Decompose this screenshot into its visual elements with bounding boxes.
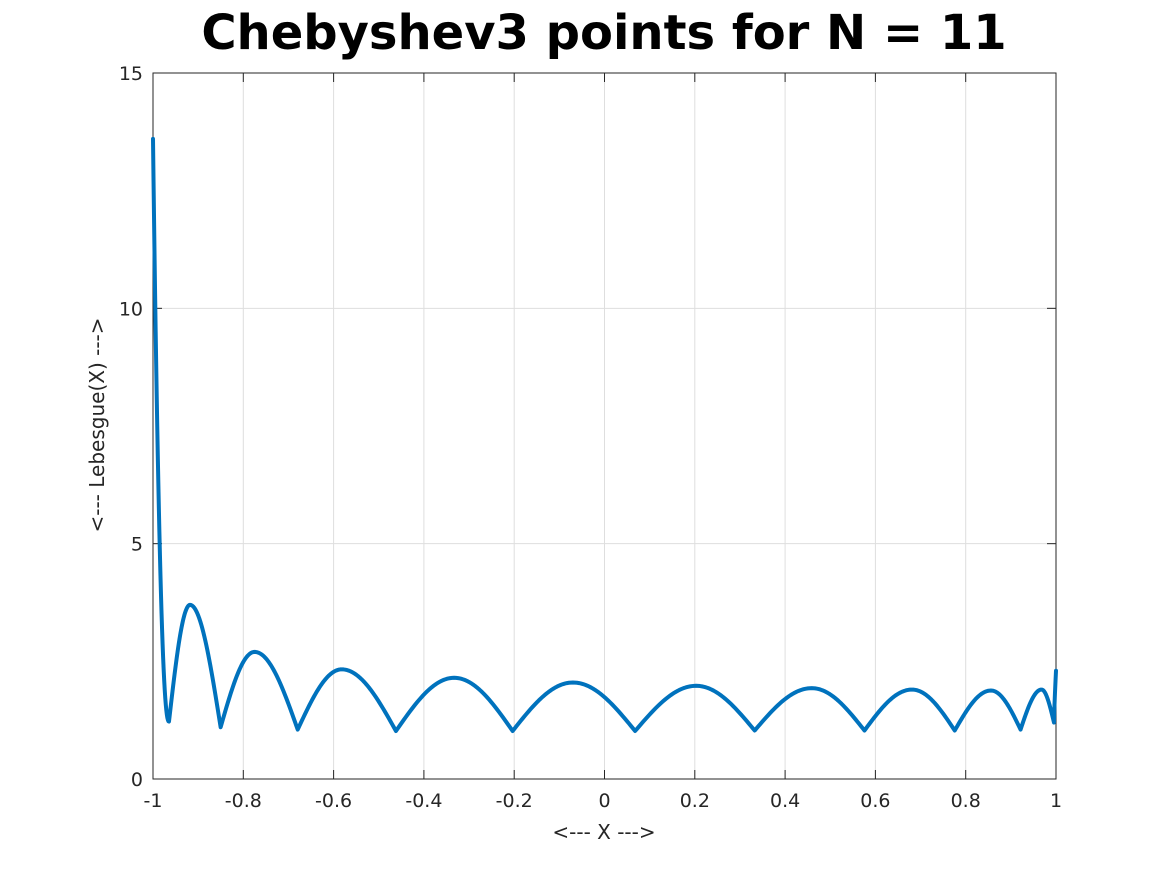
y-tick-label: 15	[119, 63, 143, 85]
lebesgue-curve	[151, 136, 1058, 733]
y-tick-label: 5	[131, 534, 143, 556]
x-tick-label: 0.8	[951, 790, 981, 812]
x-tick-label: -1	[144, 790, 163, 812]
chart-title: Chebyshev3 points for N = 11	[201, 5, 1006, 61]
x-tick-label: -0.4	[405, 790, 442, 812]
x-tick-label: 1	[1050, 790, 1062, 812]
y-tick-label: 10	[119, 298, 143, 320]
series-layer	[151, 136, 1058, 733]
x-tick-label: -0.6	[315, 790, 352, 812]
x-tick-label: 0.2	[680, 790, 710, 812]
x-tick-label: -0.8	[225, 790, 262, 812]
y-axis-label: <--- Lebesgue(X) --->	[85, 317, 109, 532]
x-tick-label: -0.2	[496, 790, 533, 812]
x-tick-label: 0.4	[770, 790, 800, 812]
x-axis-label: <--- X --->	[552, 820, 655, 844]
x-tick-label: 0	[598, 790, 610, 812]
x-tick-label: 0.6	[860, 790, 890, 812]
grid	[153, 73, 1056, 779]
y-tick-label: 0	[131, 769, 143, 791]
